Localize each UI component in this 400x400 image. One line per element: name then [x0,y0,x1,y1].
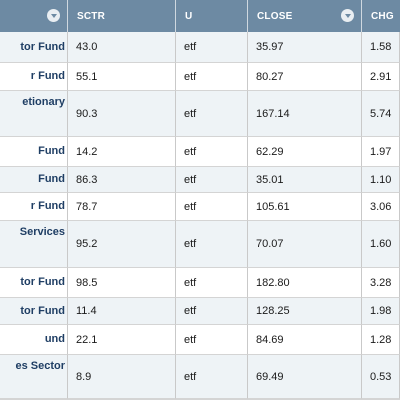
chg-cell: 1.97 [362,137,400,167]
close-cell: 80.27 [248,63,362,91]
fund-name-link[interactable]: Fund [0,137,68,167]
header-close-label: CLOSE [257,10,293,22]
close-cell: 167.14 [248,91,362,137]
fund-name-link[interactable]: es Sector [0,355,68,399]
universe-cell: etf [176,193,248,221]
sort-chevron-icon[interactable] [341,9,354,22]
header-sctr[interactable]: SCTR [68,0,176,32]
universe-cell: etf [176,325,248,355]
fund-name-link[interactable]: Services [0,221,68,268]
sctr-cell: 55.1 [68,63,176,91]
close-cell: 35.97 [248,32,362,63]
sctr-cell: 22.1 [68,325,176,355]
close-cell: 105.61 [248,193,362,221]
chg-cell: 1.28 [362,325,400,355]
universe-cell: etf [176,355,248,399]
chg-cell: 5.74 [362,91,400,137]
sctr-cell: 98.5 [68,268,176,298]
universe-cell: etf [176,298,248,325]
sctr-cell: 86.3 [68,167,176,193]
chg-cell: 3.06 [362,193,400,221]
universe-cell: etf [176,32,248,63]
sctr-cell: 11.4 [68,298,176,325]
fund-name-link[interactable]: tor Fund [0,298,68,325]
fund-name-link[interactable]: r Fund [0,193,68,221]
fund-name-link[interactable]: und [0,325,68,355]
universe-cell: etf [176,91,248,137]
sctr-cell: 14.2 [68,137,176,167]
header-u[interactable]: U [176,0,248,32]
header-close[interactable]: CLOSE [248,0,362,32]
close-cell: 35.01 [248,167,362,193]
close-cell: 70.07 [248,221,362,268]
chg-cell: 0.53 [362,355,400,399]
fund-name-link[interactable]: tor Fund [0,32,68,63]
header-chg[interactable]: CHG [362,0,400,32]
universe-cell: etf [176,137,248,167]
fund-name-link[interactable]: r Fund [0,63,68,91]
chg-cell: 2.91 [362,63,400,91]
sctr-cell: 90.3 [68,91,176,137]
universe-cell: etf [176,167,248,193]
sort-chevron-icon[interactable] [47,9,60,22]
sctr-cell: 43.0 [68,32,176,63]
header-chg-label: CHG [371,10,394,22]
fund-name-link[interactable]: tor Fund [0,268,68,298]
universe-cell: etf [176,221,248,268]
chg-cell: 1.60 [362,221,400,268]
close-cell: 69.49 [248,355,362,399]
header-u-label: U [185,10,193,22]
close-cell: 62.29 [248,137,362,167]
universe-cell: etf [176,268,248,298]
chg-cell: 1.98 [362,298,400,325]
sctr-cell: 95.2 [68,221,176,268]
sctr-cell: 8.9 [68,355,176,399]
header-name[interactable] [0,0,68,32]
close-cell: 128.25 [248,298,362,325]
header-sctr-label: SCTR [77,10,106,22]
chg-cell: 1.58 [362,32,400,63]
fund-name-link[interactable]: Fund [0,167,68,193]
close-cell: 84.69 [248,325,362,355]
chg-cell: 3.28 [362,268,400,298]
fund-name-link[interactable]: etionary [0,91,68,137]
sctr-cell: 78.7 [68,193,176,221]
close-cell: 182.80 [248,268,362,298]
chg-cell: 1.10 [362,167,400,193]
universe-cell: etf [176,63,248,91]
